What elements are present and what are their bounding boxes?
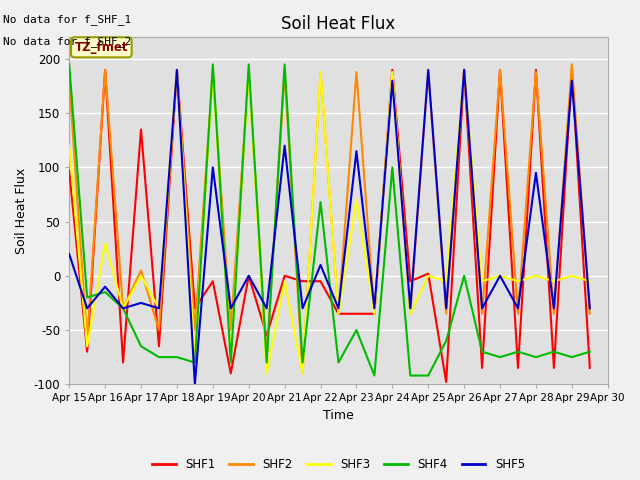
X-axis label: Time: Time (323, 409, 354, 422)
Legend: SHF1, SHF2, SHF3, SHF4, SHF5: SHF1, SHF2, SHF3, SHF4, SHF5 (147, 453, 530, 476)
Text: TZ_fmet: TZ_fmet (75, 41, 128, 54)
Text: No data for f_SHF_2: No data for f_SHF_2 (3, 36, 131, 47)
Text: No data for f_SHF_1: No data for f_SHF_1 (3, 14, 131, 25)
Y-axis label: Soil Heat Flux: Soil Heat Flux (15, 168, 28, 254)
Title: Soil Heat Flux: Soil Heat Flux (282, 15, 396, 33)
